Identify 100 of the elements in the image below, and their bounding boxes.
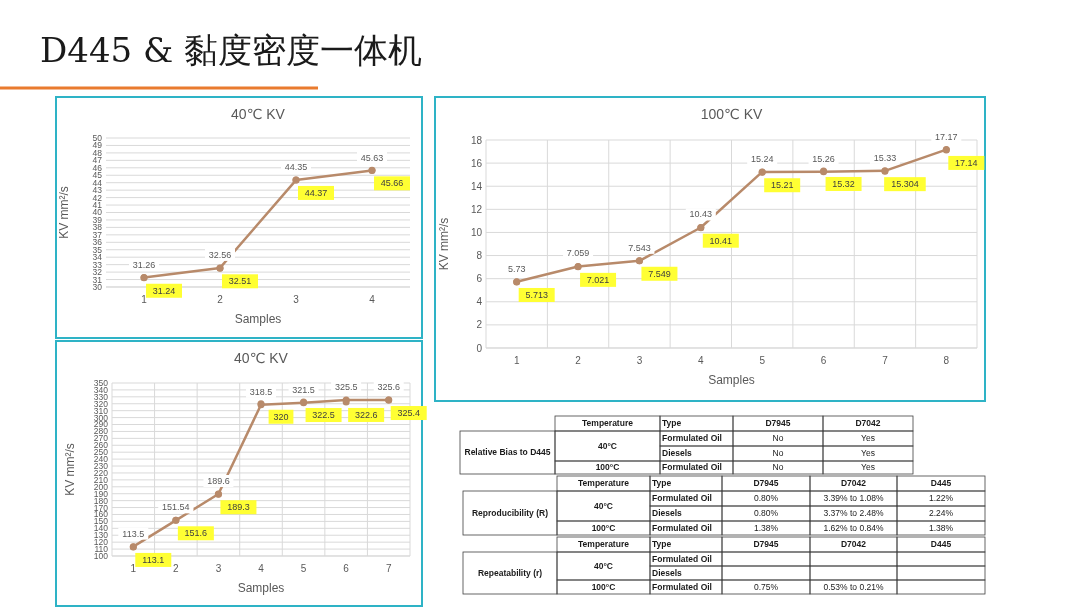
category-label: D7945 — [753, 539, 779, 550]
data-label: 44.37 — [304, 187, 328, 198]
y-tick-label: 6 — [476, 273, 483, 285]
data-label: 151.6 — [184, 528, 208, 539]
text: Yes — [861, 462, 875, 473]
data-label: 15.32 — [832, 178, 855, 189]
x-tick-label: 6 — [343, 563, 350, 574]
y-axis-title: KV mm²/s — [437, 217, 451, 271]
point — [513, 278, 521, 286]
text: Diesels — [652, 567, 682, 578]
x-tick-label: 3 — [215, 563, 222, 574]
data-label: 31.26 — [132, 259, 156, 270]
text: 0.80% — [753, 508, 779, 519]
y-tick-label: 2 — [476, 319, 483, 331]
category-label: D7945 — [765, 418, 791, 429]
data-label: 15.26 — [812, 153, 835, 164]
x-tick-label: 5 — [300, 563, 307, 574]
category-label: D7945 — [753, 478, 779, 489]
x-tick-label: 7 — [882, 355, 889, 366]
x-tick-label: 2 — [173, 563, 180, 574]
category-label: Temperature — [582, 418, 634, 429]
data-label: 113.5 — [122, 528, 145, 539]
text: 100°C — [591, 522, 616, 533]
data-label: 32.56 — [208, 249, 232, 260]
text: 100°C — [591, 581, 616, 592]
text: 1.38% — [928, 522, 954, 533]
data-label: 45.63 — [360, 152, 384, 163]
data-label: 45.66 — [380, 178, 404, 189]
data-label: 113.1 — [142, 554, 165, 565]
point — [172, 516, 180, 524]
data-label: 322.5 — [312, 410, 335, 421]
y-tick-label: 8 — [476, 250, 483, 262]
data-label: 320 — [273, 411, 289, 422]
chart-title: 100℃ KV — [700, 106, 763, 122]
text: D445 & 黏度密度一体机 — [40, 30, 423, 70]
chart-title: 40℃ KV — [234, 350, 289, 366]
data-label: 17.14 — [955, 157, 978, 168]
text: 100°C — [595, 462, 620, 473]
point — [385, 396, 393, 404]
data-label: 7.543 — [628, 242, 651, 253]
data-label: 10.43 — [689, 209, 713, 220]
text: Formulated Oil — [652, 553, 712, 564]
text: 40°C — [598, 440, 617, 451]
category-label: Temperature — [578, 539, 630, 550]
x-tick-label: 1 — [130, 563, 137, 574]
x-tick-label: 3 — [293, 294, 300, 305]
text: Yes — [861, 448, 875, 459]
data-label: 44.35 — [284, 162, 308, 173]
category-label: D445 — [930, 478, 952, 489]
data-label: 15.304 — [891, 179, 919, 190]
data-label: 10.41 — [709, 235, 733, 246]
text: Diesels — [662, 448, 692, 459]
x-tick-label: 4 — [698, 355, 705, 366]
data-label: 5.713 — [525, 289, 548, 300]
data-label: 325.6 — [377, 381, 400, 392]
data-label: 5.73 — [507, 263, 526, 274]
text: 1.22% — [928, 493, 954, 504]
point — [129, 543, 137, 551]
x-tick-label: 6 — [820, 355, 827, 366]
point — [140, 274, 148, 282]
data-label: 15.33 — [873, 152, 897, 163]
data-label: 318.5 — [249, 386, 273, 397]
text: No — [772, 462, 784, 473]
category-label: D7042 — [840, 478, 867, 489]
text: 2.24% — [928, 508, 954, 519]
data-label: 325.5 — [334, 381, 358, 392]
text: 0.75% — [753, 581, 779, 592]
text: 1.38% — [753, 522, 779, 533]
category-label: D7042 — [840, 539, 867, 550]
text: Diesels — [652, 508, 682, 519]
y-tick-label: 12 — [470, 203, 483, 215]
text: 1.62% to 0.84% — [823, 522, 884, 533]
data-label: 151.54 — [162, 502, 190, 513]
text: 40°C — [594, 560, 613, 571]
y-tick-label: 10 — [470, 226, 483, 238]
point — [635, 257, 643, 265]
point — [758, 168, 766, 176]
category-label: D7042 — [855, 418, 881, 429]
data-label: 325.4 — [397, 408, 420, 419]
category-label: Temperature — [578, 478, 630, 489]
y-axis-title: KV mm²/s — [57, 186, 71, 239]
category-label: Relative Bias to D445 — [464, 447, 551, 458]
text: 3.37% to 2.48% — [823, 508, 884, 519]
x-tick-label: 8 — [943, 355, 950, 366]
text: Formulated Oil — [662, 433, 722, 444]
y-tick-label: 16 — [470, 157, 483, 169]
y-tick-label: 14 — [470, 180, 483, 192]
text: Formulated Oil — [652, 581, 712, 592]
data-label: 189.3 — [227, 502, 250, 513]
data-label: 189.6 — [207, 476, 230, 486]
data-label: 7.549 — [648, 268, 671, 279]
data-label: 15.24 — [750, 153, 774, 164]
category-label: Type — [652, 539, 672, 550]
data-label: 31.24 — [152, 285, 176, 296]
y-tick-label: 18 — [470, 134, 483, 146]
x-axis-title: Samples — [234, 312, 282, 326]
data-label: 32.51 — [228, 276, 252, 287]
data-label: 322.6 — [354, 409, 378, 420]
x-tick-label: 3 — [636, 355, 643, 366]
data-label: 7.021 — [586, 274, 610, 285]
